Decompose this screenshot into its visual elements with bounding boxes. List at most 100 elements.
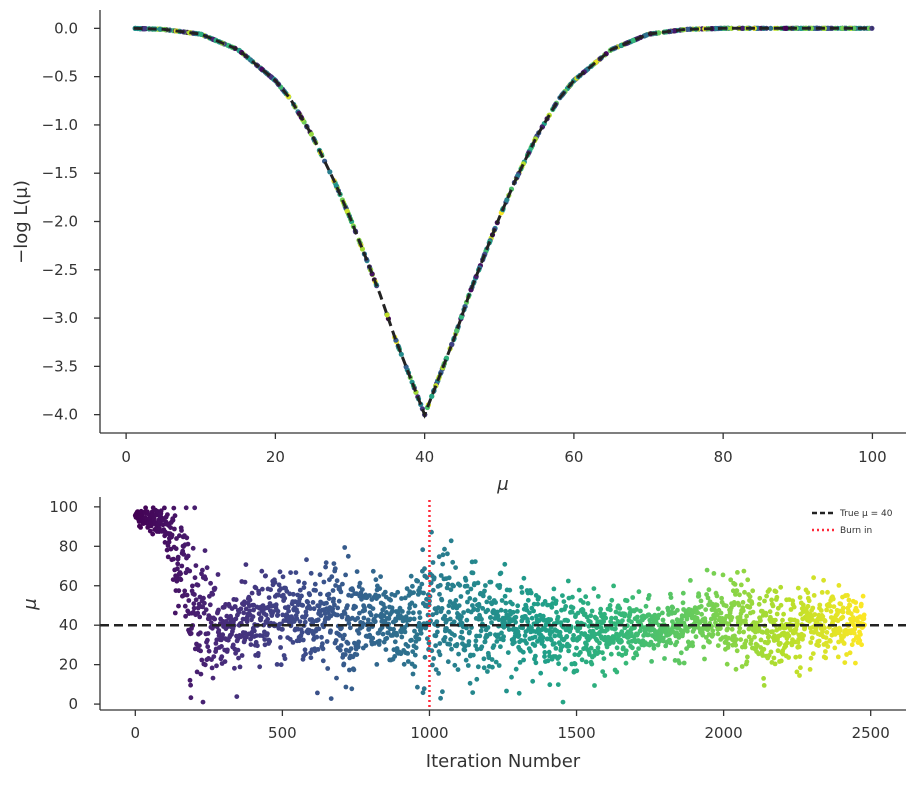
trace-sample-point xyxy=(738,637,744,642)
trace-sample-point xyxy=(187,677,193,683)
trace-sample-point xyxy=(223,619,229,624)
trace-sample-point xyxy=(613,626,618,632)
trace-sample-point xyxy=(213,641,219,646)
trace-sample-point xyxy=(456,603,462,608)
trace-sample-point xyxy=(614,669,620,675)
trace-sample-point xyxy=(859,642,864,648)
trace-sample-point xyxy=(310,600,316,605)
trace-sample-point xyxy=(515,609,520,614)
y-tick-label: −3.5 xyxy=(42,357,78,375)
trace-sample-point xyxy=(311,606,317,612)
trace-sample-point xyxy=(473,638,479,644)
trace-sample-point xyxy=(336,598,342,604)
trace-sample-point xyxy=(342,545,348,550)
trace-sample-point xyxy=(349,686,355,692)
trace-sample-point xyxy=(600,650,605,656)
trace-sample-point xyxy=(302,647,308,653)
trace-sample-point xyxy=(546,649,552,655)
trace-sample-point xyxy=(314,634,320,640)
trace-sample-point xyxy=(576,587,582,593)
trace-sample-point xyxy=(222,659,228,664)
trace-sample-point xyxy=(307,592,313,598)
trace-sample-point xyxy=(561,599,567,604)
trace-sample-point xyxy=(748,637,754,643)
trace-sample-point xyxy=(771,655,777,661)
trace-sample-point xyxy=(438,573,444,578)
trace-sample-point xyxy=(313,588,318,593)
trace-sample-point xyxy=(480,606,486,611)
trace-sample-point xyxy=(786,655,791,660)
trace-sample-point xyxy=(351,667,357,673)
trace-sample-point xyxy=(497,583,503,588)
trace-sample-point xyxy=(588,613,594,619)
trace-sample-point xyxy=(607,641,612,647)
trace-sample-point xyxy=(445,551,450,557)
trace-sample-point xyxy=(299,630,305,635)
trace-sample-point xyxy=(212,616,218,622)
trace-sample-point xyxy=(555,614,561,620)
trace-sample-point xyxy=(377,638,382,644)
trace-sample-point xyxy=(778,584,784,590)
trace-sample-point xyxy=(545,658,551,664)
trace-sample-point xyxy=(578,650,583,655)
trace-sample-point xyxy=(858,632,863,637)
trace-sample-point xyxy=(275,612,281,618)
trace-sample-point xyxy=(461,610,466,615)
trace-sample-point xyxy=(430,612,436,618)
trace-sample-point xyxy=(772,661,778,667)
trace-sample-point xyxy=(731,600,737,605)
trace-sample-point xyxy=(811,593,817,598)
trace-sample-point xyxy=(242,630,248,636)
trace-sample-point xyxy=(801,633,806,638)
trace-sample-point xyxy=(773,589,779,595)
trace-sample-point xyxy=(571,633,576,638)
trace-sample-point xyxy=(275,608,281,614)
trace-sample-point xyxy=(655,631,660,637)
trace-sample-point xyxy=(170,577,176,582)
trace-sample-point xyxy=(256,611,262,617)
trace-sample-point xyxy=(477,633,483,639)
trace-sample-point xyxy=(308,655,314,661)
trace-sample-point xyxy=(825,589,830,595)
trace-sample-point xyxy=(442,635,448,640)
trace-sample-point xyxy=(342,652,348,657)
trace-sample-point xyxy=(444,626,449,631)
trace-sample-point xyxy=(630,595,636,600)
trace-sample-point xyxy=(337,633,343,638)
trace-sample-point xyxy=(162,540,168,545)
trace-sample-point xyxy=(715,643,721,648)
trace-sample-point xyxy=(230,642,236,648)
trace-sample-point xyxy=(420,690,426,696)
trace-sample-point xyxy=(493,600,498,605)
trace-sample-point xyxy=(736,602,742,608)
trace-sample-point xyxy=(572,652,578,657)
likelihood-sample-point xyxy=(344,208,350,214)
trace-sample-point xyxy=(609,597,615,603)
trace-sample-point xyxy=(516,632,522,638)
trace-sample-point xyxy=(623,660,629,666)
trace-sample-point xyxy=(380,631,386,637)
trace-sample-point xyxy=(607,603,613,608)
trace-sample-point xyxy=(277,569,283,575)
trace-sample-point xyxy=(552,633,558,639)
trace-sample-point xyxy=(638,608,643,614)
trace-sample-point xyxy=(262,642,268,648)
trace-sample-point xyxy=(173,546,179,552)
trace-sample-point xyxy=(778,658,784,664)
trace-sample-point xyxy=(179,528,184,533)
trace-sample-point xyxy=(836,639,841,645)
trace-sample-point xyxy=(338,643,344,648)
y-tick-label: 60 xyxy=(59,577,78,595)
trace-sample-point xyxy=(305,599,311,605)
trace-sample-point xyxy=(465,663,471,668)
trace-sample-point xyxy=(706,587,712,593)
trace-sample-point xyxy=(350,587,356,593)
trace-sample-point xyxy=(518,638,524,643)
trace-sample-point xyxy=(238,606,244,612)
y-tick-label: −4.0 xyxy=(42,406,78,424)
trace-sample-point xyxy=(718,610,724,616)
bottom-y-ticks: 0 20 40 60 80 100 xyxy=(49,498,100,713)
trace-sample-point xyxy=(414,632,420,637)
trace-sample-point xyxy=(557,629,563,635)
trace-sample-point xyxy=(262,637,268,642)
